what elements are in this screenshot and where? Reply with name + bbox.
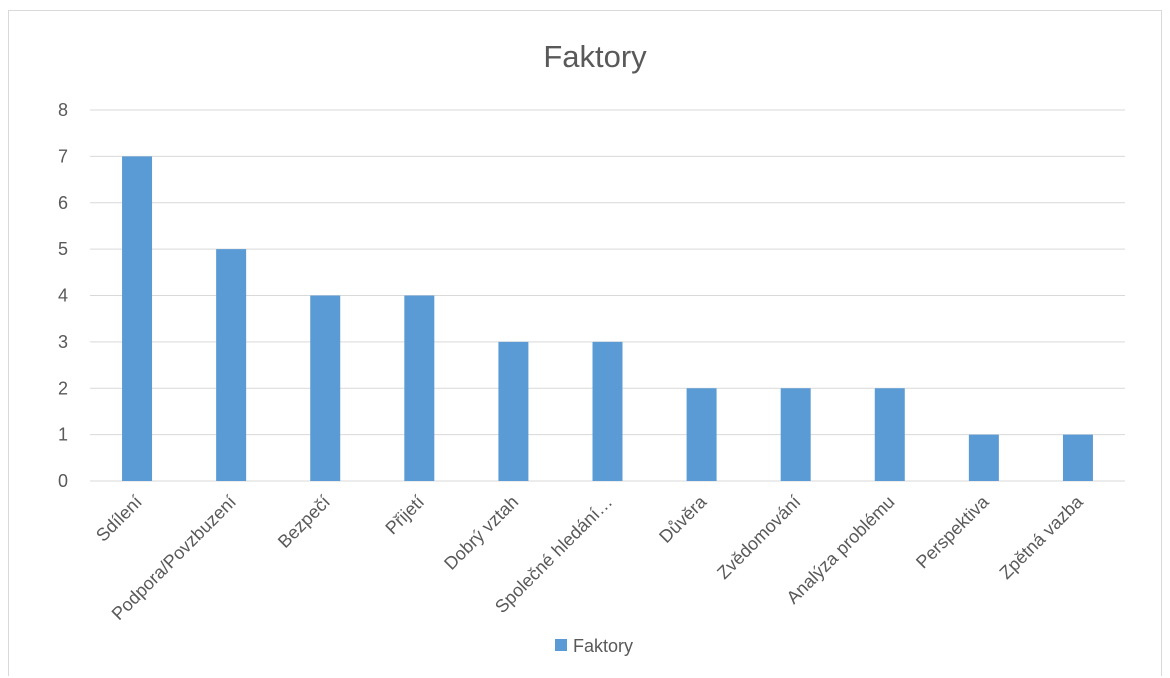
y-tick-label: 1 — [58, 425, 68, 445]
x-tick-label: Přijetí — [381, 492, 428, 539]
bar — [498, 341, 529, 481]
x-tick-label: Zvědomování — [713, 492, 804, 583]
bar — [686, 388, 717, 481]
y-tick-label: 6 — [58, 193, 68, 213]
bar — [592, 341, 623, 481]
y-tick-label: 2 — [58, 378, 68, 398]
y-axis-ticks: 0 1 2 3 4 5 6 7 8 — [58, 100, 68, 491]
x-tick-label: Zpětná vazba — [996, 491, 1088, 583]
y-tick-label: 7 — [58, 146, 68, 166]
x-tick-label: Sdílení — [92, 492, 146, 546]
chart-title: Faktory — [543, 39, 647, 74]
legend-swatch-faktory — [555, 639, 567, 651]
x-tick-label: Bezpečí — [274, 492, 334, 552]
legend-label-faktory: Faktory — [573, 636, 633, 656]
bar — [780, 388, 811, 481]
bar — [216, 249, 247, 481]
y-tick-label: 5 — [58, 239, 68, 259]
bar — [404, 295, 435, 481]
bar — [874, 388, 905, 481]
bar — [310, 295, 341, 481]
y-tick-label: 0 — [58, 471, 68, 491]
y-tick-label: 4 — [58, 286, 68, 306]
x-tick-label: Dobrý vztah — [440, 492, 522, 574]
bar — [968, 434, 999, 481]
legend: Faktory — [555, 636, 633, 656]
bar — [1062, 434, 1093, 481]
bars — [122, 156, 1093, 481]
bar — [122, 156, 153, 481]
y-tick-label: 3 — [58, 332, 68, 352]
chart-container — [8, 10, 1162, 676]
y-tick-label: 8 — [58, 100, 68, 120]
x-tick-label: Perspektiva — [912, 491, 993, 572]
x-tick-label: Důvěra — [655, 491, 711, 547]
